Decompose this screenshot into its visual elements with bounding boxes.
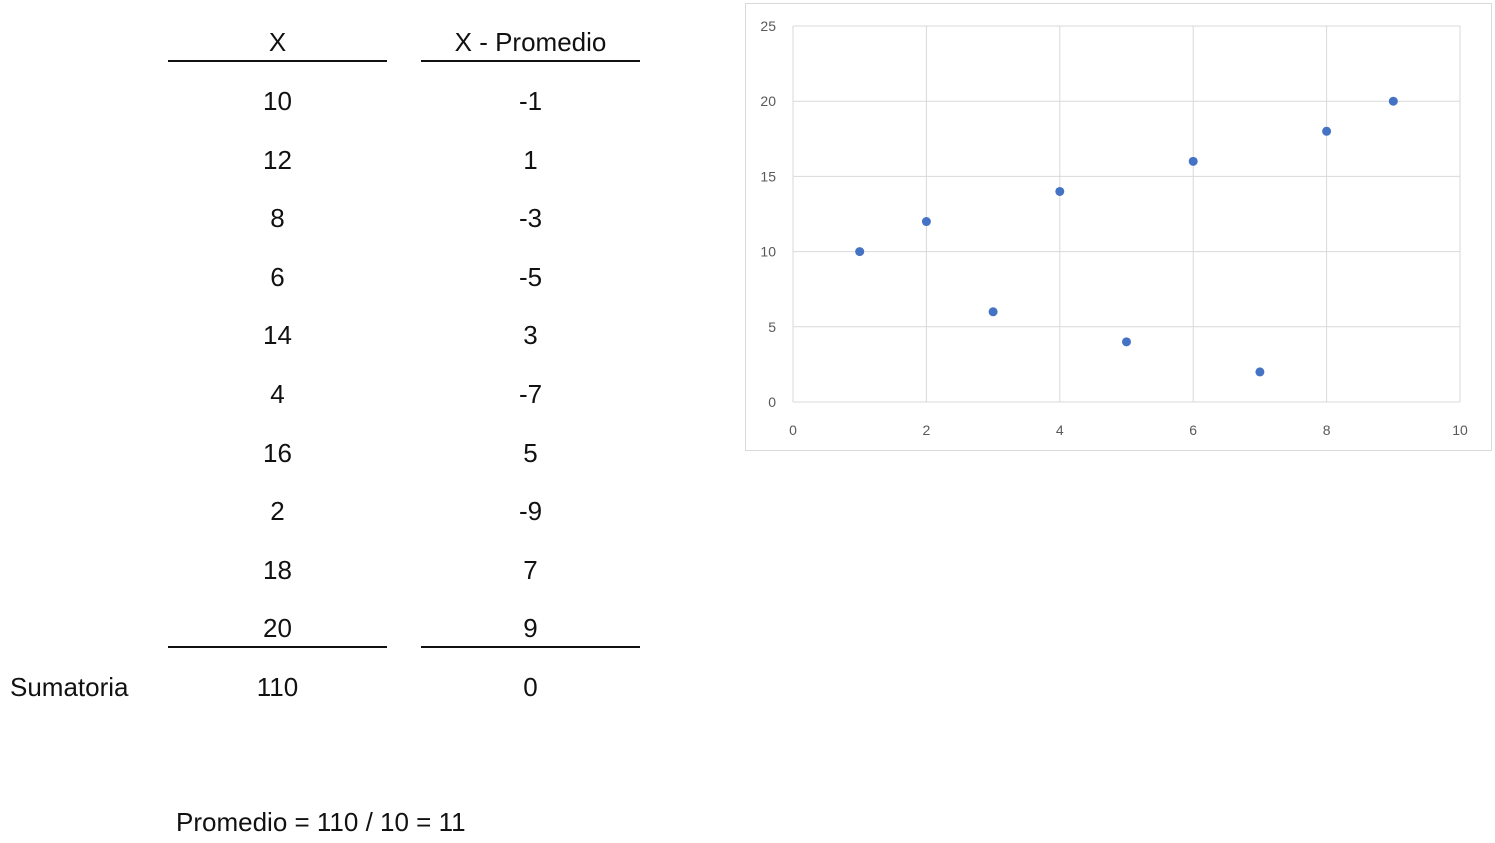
- y-tick-label: 20: [760, 93, 776, 109]
- table-cell-x: 6: [270, 262, 285, 292]
- header-rule-x: [168, 60, 387, 62]
- table-cell-x: 4: [270, 379, 285, 409]
- scatter-chart: 0 2 4 6 8 10 0 5 10 15 20 25: [745, 3, 1492, 451]
- column-header-x: X: [268, 27, 287, 57]
- table-cell-deviation: -7: [518, 379, 543, 409]
- x-tick-label: 4: [1056, 422, 1064, 438]
- table-cell-deviation: 1: [523, 145, 538, 175]
- y-tick-label: 5: [768, 319, 776, 335]
- x-tick-label: 10: [1452, 422, 1468, 438]
- table-cell-x: 8: [270, 203, 285, 233]
- table-cell-x: 12: [263, 145, 292, 175]
- table-cell-x: 14: [263, 320, 292, 350]
- table-cell-deviation: -9: [518, 496, 543, 526]
- table-cell-x: 20: [263, 613, 292, 643]
- data-point: [1188, 156, 1198, 166]
- sum-rule-x: [168, 646, 387, 648]
- table-cell-x: 2: [270, 496, 285, 526]
- y-tick-label: 25: [760, 18, 776, 34]
- scatter-chart-svg: 0 2 4 6 8 10 0 5 10 15 20 25: [760, 18, 1468, 438]
- data-point: [1055, 186, 1065, 196]
- sum-rule-deviation: [421, 646, 640, 648]
- data-point: [1255, 367, 1265, 377]
- sum-value-x: 110: [256, 672, 299, 702]
- data-point: [1388, 96, 1398, 106]
- table-cell-deviation: -5: [518, 262, 543, 292]
- table-cell-deviation: 9: [523, 613, 538, 643]
- x-tick-label: 8: [1323, 422, 1331, 438]
- x-tick-label: 0: [789, 422, 797, 438]
- table-cell-deviation: 5: [523, 438, 538, 468]
- x-tick-label: 6: [1189, 422, 1197, 438]
- data-point: [988, 307, 998, 317]
- x-tick-label: 2: [923, 422, 931, 438]
- column-header-x-minus-promedio: X - Promedio: [454, 27, 607, 57]
- table-cell-x: 10: [263, 86, 292, 116]
- header-rule-deviation: [421, 60, 640, 62]
- data-point: [855, 247, 865, 257]
- y-tick-label: 15: [760, 168, 776, 184]
- mean-formula: Promedio = 110 / 10 = 11: [176, 807, 466, 837]
- table-cell-deviation: -3: [518, 203, 543, 233]
- sum-value-deviation: 0: [523, 672, 538, 702]
- table-cell-x: 16: [263, 438, 292, 468]
- table-cell-x: 18: [263, 555, 292, 585]
- y-tick-label: 0: [768, 394, 776, 410]
- data-point: [921, 217, 931, 227]
- data-point: [1322, 126, 1332, 136]
- sum-label: Sumatoria: [10, 672, 129, 702]
- table-cell-deviation: 7: [523, 555, 538, 585]
- table-cell-deviation: -1: [518, 86, 543, 116]
- y-tick-label: 10: [760, 244, 776, 260]
- table-cell-deviation: 3: [523, 320, 538, 350]
- data-point: [1122, 337, 1131, 347]
